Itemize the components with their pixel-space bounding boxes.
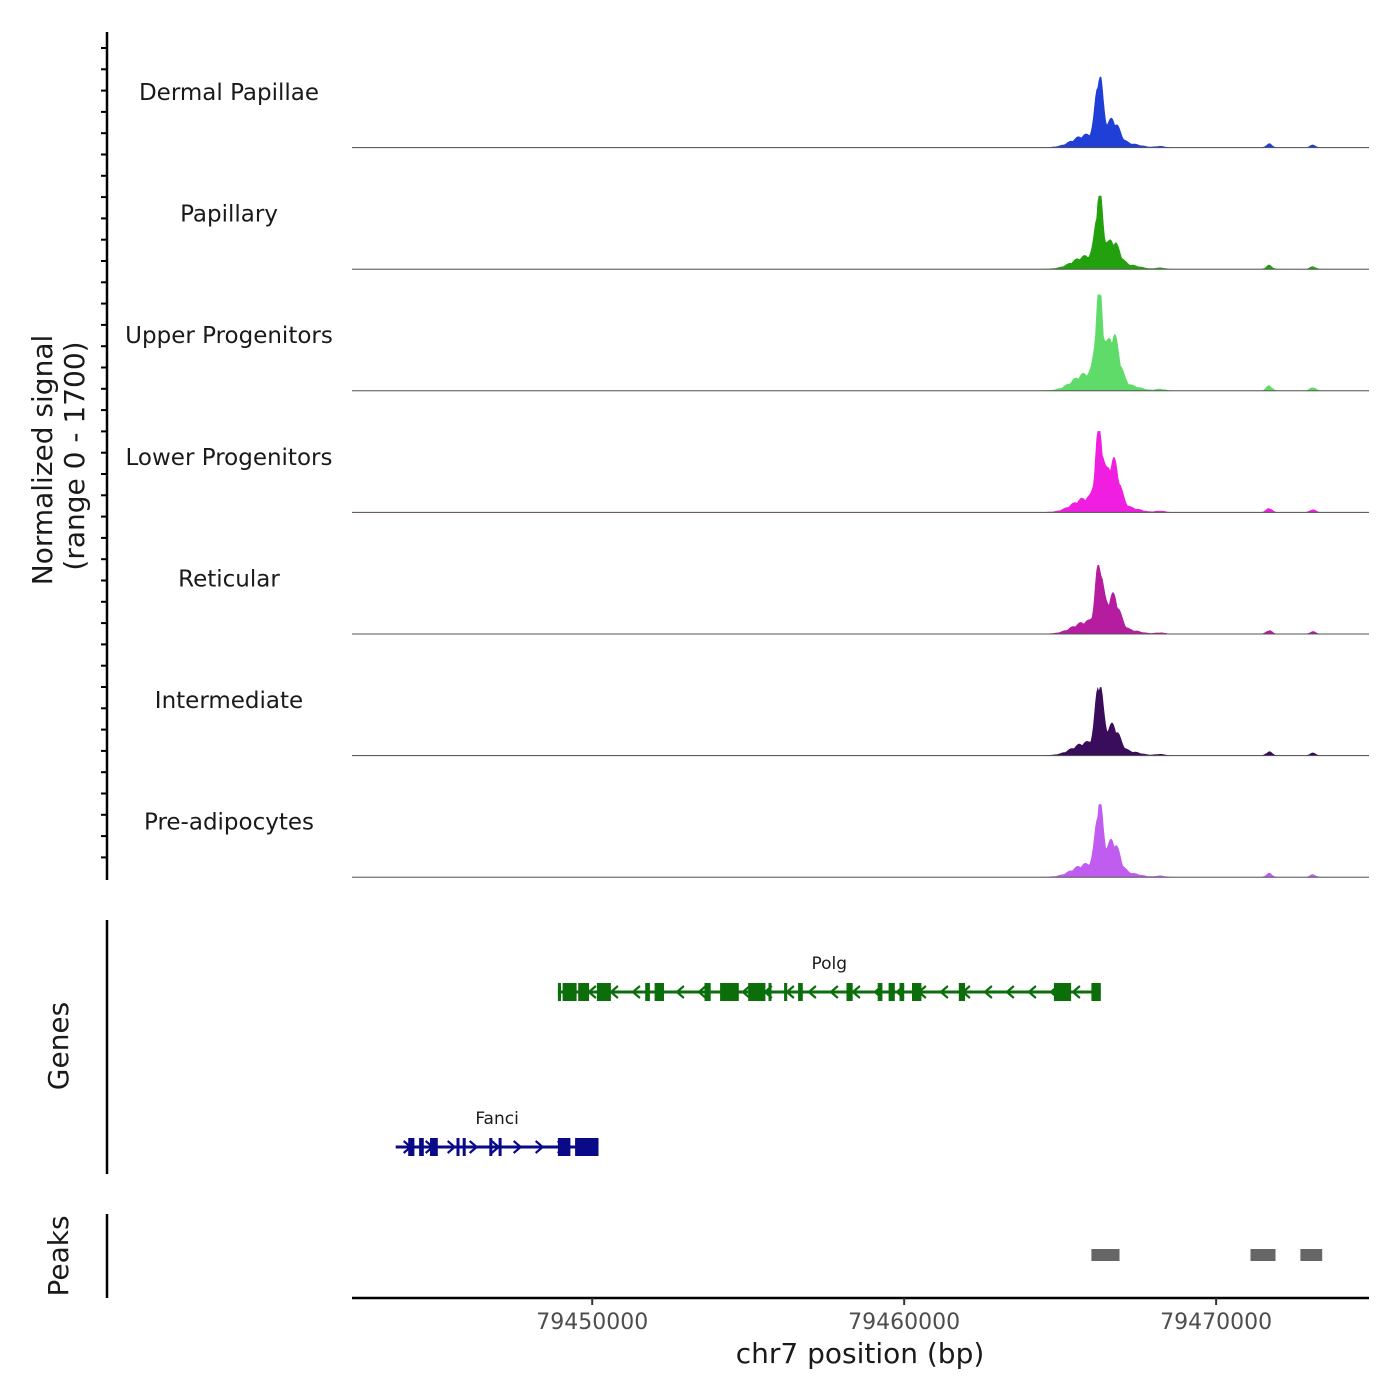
strand-arrow [1027, 985, 1037, 999]
track-label: Papillary [180, 202, 278, 228]
strand-arrow [851, 985, 861, 999]
gene-label: Fanci [475, 1109, 518, 1129]
track-label: Dermal Papillae [139, 80, 319, 106]
exon [958, 983, 965, 1001]
track-label: Upper Progenitors [125, 323, 333, 349]
exon [430, 1138, 438, 1156]
gene-model: Polg [557, 954, 1101, 1001]
exon [562, 983, 577, 1001]
genes-panel: Genes Polg Fanci [42, 920, 1101, 1174]
exon [720, 983, 739, 1001]
signal-track: Intermediate [155, 686, 1369, 757]
exon [557, 983, 561, 1001]
strand-arrow [675, 985, 685, 999]
strand-arrow [697, 985, 707, 999]
exon [784, 983, 788, 1001]
strand-arrow [939, 985, 949, 999]
signal-area [352, 804, 1369, 878]
exon [456, 1138, 460, 1156]
exon [645, 983, 650, 1001]
track-label: Reticular [178, 566, 280, 592]
exon [768, 983, 772, 1001]
strand-arrow [446, 1140, 457, 1154]
exon [704, 983, 711, 1001]
signal-tracks: Dermal Papillae Papillary Upper Progenitor… [125, 76, 1369, 878]
signal-area [352, 565, 1369, 635]
signal-track: Papillary [180, 195, 1369, 270]
peak-marks [1091, 1249, 1323, 1261]
exon [557, 1138, 571, 1156]
signal-y-ticks [101, 47, 107, 859]
x-axis: 79450000 79460000 79470000 chr7 position (… [352, 1296, 1369, 1370]
peak-region [1250, 1249, 1276, 1261]
exon [912, 983, 922, 1001]
exon [575, 1138, 599, 1156]
signal-panel: Normalized signal (range 0 - 1700) Derma… [26, 32, 1369, 880]
signal-area [352, 195, 1369, 270]
strand-arrow [468, 1140, 479, 1154]
signal-track: Upper Progenitors [125, 294, 1369, 392]
signal-area [352, 431, 1369, 513]
signal-track: Lower Progenitors [126, 431, 1369, 513]
exon [888, 983, 895, 1001]
track-label: Intermediate [155, 688, 303, 714]
track-label: Lower Progenitors [126, 445, 333, 471]
strand-arrow [1071, 985, 1081, 999]
signal-track: Dermal Papillae [139, 76, 1369, 149]
exon [899, 983, 905, 1001]
exon [489, 1138, 493, 1156]
x-axis-title: chr7 position (bp) [736, 1337, 985, 1370]
exon [578, 983, 590, 1001]
strand-arrow [1005, 985, 1015, 999]
peaks-panel: Peaks [42, 1214, 1323, 1298]
strand-arrow [741, 985, 751, 999]
track-label: Pre-adipocytes [144, 810, 314, 836]
strand-arrow [807, 985, 817, 999]
exon [846, 983, 853, 1001]
gene-model: Fanci [395, 1109, 599, 1156]
exon [1091, 983, 1101, 1001]
exon [419, 1138, 424, 1156]
exon [798, 983, 803, 1001]
signal-area [352, 686, 1369, 756]
strand-arrow [829, 985, 839, 999]
strand-arrow [534, 1140, 545, 1154]
exon [1053, 983, 1072, 1001]
signal-area [352, 294, 1369, 392]
exon [748, 983, 766, 1001]
genes-y-axis-title: Genes [42, 1002, 75, 1090]
strand-arrow [983, 985, 993, 999]
peak-region [1091, 1249, 1120, 1261]
peak-region [1300, 1249, 1323, 1261]
signal-y-axis-range: (range 0 - 1700) [58, 341, 91, 570]
strand-arrow [631, 985, 641, 999]
signal-y-axis-title: Normalized signal [26, 335, 59, 586]
exon [654, 983, 664, 1001]
exon [877, 983, 883, 1001]
x-tick-label: 79460000 [848, 1310, 960, 1335]
peaks-y-axis-title: Peaks [42, 1215, 75, 1296]
gene-models: Polg Fanci [395, 954, 1101, 1156]
x-ticks: 79450000 79460000 79470000 [536, 1298, 1272, 1335]
gene-label: Polg [812, 954, 848, 974]
signal-track: Reticular [178, 565, 1369, 635]
exon [462, 1138, 466, 1156]
x-tick-label: 79450000 [536, 1310, 648, 1335]
signal-area [352, 76, 1369, 148]
exon [596, 983, 611, 1001]
exon [408, 1138, 415, 1156]
x-tick-label: 79470000 [1160, 1310, 1272, 1335]
exon [498, 1138, 502, 1156]
strand-arrow [512, 1140, 523, 1154]
signal-track: Pre-adipocytes [144, 804, 1369, 878]
